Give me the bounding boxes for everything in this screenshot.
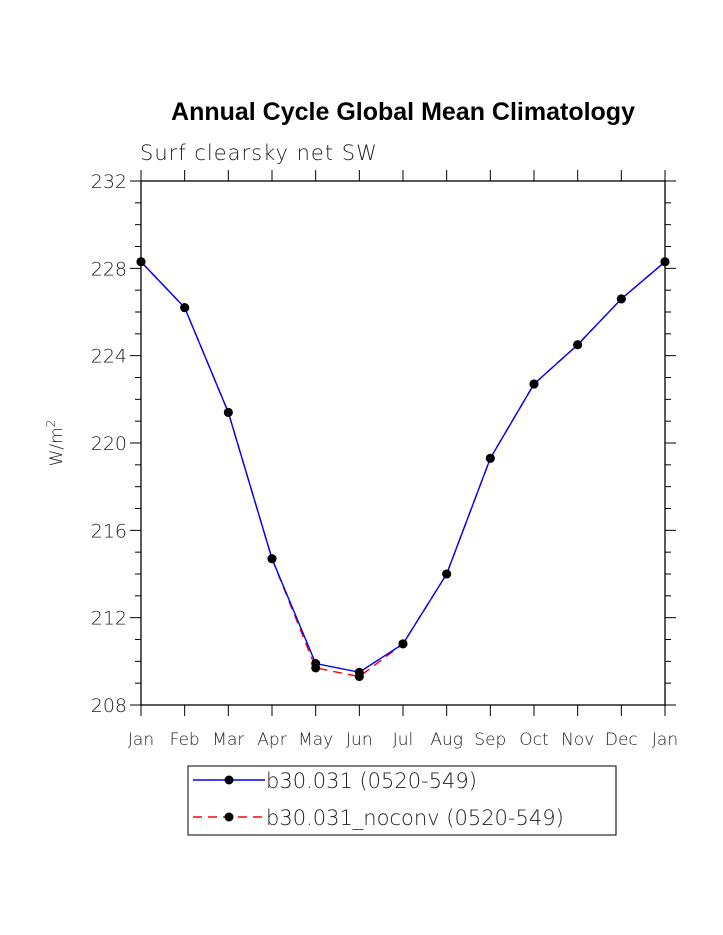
- legend-marker-2: [224, 812, 234, 822]
- legend: b30.031 (0520-549) b30.031_noconv (0520-5…: [187, 765, 617, 836]
- legend-label-1: b30.031 (0520-549): [266, 769, 477, 793]
- x-tick-label: Nov: [561, 730, 594, 750]
- x-tick-label: Jan: [652, 730, 678, 750]
- legend-marker-1: [224, 775, 234, 785]
- series-2-point: [267, 554, 277, 564]
- axes-group: 208 212 216 220 224 228 232 Jan Feb Mar Apr May Jun J…: [44, 170, 678, 750]
- x-tick-label: Jul: [393, 730, 414, 750]
- series-2-point: [616, 294, 626, 304]
- y-tick-label: 208: [91, 695, 127, 717]
- plot-frame: [140, 180, 666, 706]
- x-tick-label: Aug: [430, 730, 463, 750]
- y-tick-label: 220: [91, 433, 127, 455]
- y-tick-label: 224: [91, 346, 127, 368]
- x-tick-label: Oct: [519, 730, 548, 750]
- series-2-point: [485, 453, 495, 463]
- series-2-point: [180, 303, 190, 313]
- y-tick-label: 232: [91, 171, 127, 193]
- x-tick-label: Jun: [346, 730, 373, 750]
- series-2-point: [442, 569, 452, 579]
- x-tick-label: Apr: [257, 730, 286, 750]
- chart-subtitle: Surf clearsky net SW: [140, 141, 378, 165]
- series-line-1: [140, 261, 666, 673]
- y-axis-label: W/m2: [44, 420, 67, 467]
- y-axis-label-superscript: 2: [44, 420, 58, 428]
- series-2-point: [398, 639, 408, 649]
- y-tick-label: 216: [91, 520, 127, 542]
- series-2-point: [311, 663, 321, 673]
- series-2-point: [223, 407, 233, 417]
- series-2-point: [354, 672, 364, 682]
- series-group: [136, 257, 670, 682]
- x-tick-label: Dec: [605, 730, 638, 750]
- y-tick-label: 228: [91, 258, 127, 280]
- chart-title: Annual Cycle Global Mean Climatology: [171, 98, 635, 126]
- x-tick-label: Mar: [212, 730, 244, 750]
- x-tick-label: Sep: [474, 730, 506, 750]
- y-tick-label: 212: [91, 608, 127, 630]
- x-tick-label: May: [298, 730, 333, 750]
- legend-box: [187, 765, 617, 836]
- x-tick-label: Feb: [170, 730, 200, 750]
- legend-label-2: b30.031_noconv (0520-549): [266, 806, 564, 830]
- series-2-point: [660, 257, 670, 267]
- series-2-point: [529, 379, 539, 389]
- series-line-2: [140, 261, 666, 678]
- series-2-point: [573, 340, 583, 350]
- series-2-point: [136, 257, 146, 267]
- x-tick-label: Jan: [128, 730, 154, 750]
